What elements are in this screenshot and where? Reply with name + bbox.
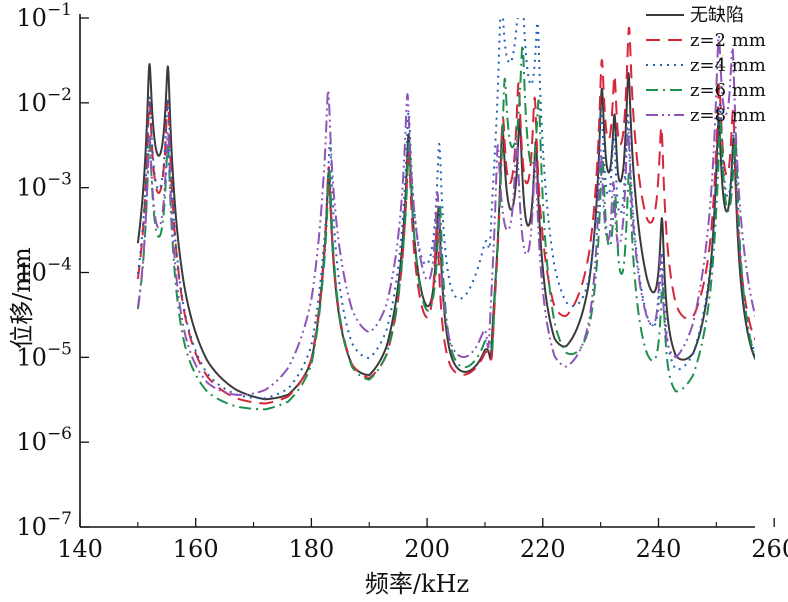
legend: 无缺陷 z=2 mm z=4 mm z=6 mm z=8 mm xyxy=(646,5,766,126)
x-tick-label: 140 xyxy=(57,535,103,563)
legend-label-1: 无缺陷 xyxy=(690,5,744,26)
legend-label-3: z=4 mm xyxy=(690,55,766,76)
x-tick-label: 180 xyxy=(288,535,334,563)
series-line-2 xyxy=(136,26,755,405)
y-tick-label: 10−2 xyxy=(16,85,72,117)
legend-label-4: z=6 mm xyxy=(690,80,766,101)
series-line-3 xyxy=(136,18,755,400)
series-line-1 xyxy=(136,63,755,401)
axes-layer: 140 160 180 200 220 240 260 10−7 10−6 10−5 10−4 10−… xyxy=(16,0,788,563)
y-tick-label: 10−3 xyxy=(16,170,72,202)
y-tick-label: 10−5 xyxy=(16,339,72,371)
y-tick-label: 10−7 xyxy=(16,509,72,541)
x-tick-label: 240 xyxy=(636,535,682,563)
legend-label-2: z=2 mm xyxy=(690,30,766,51)
x-tick-label: 200 xyxy=(404,535,450,563)
x-axis-title: 频率/kHz xyxy=(365,570,469,598)
x-tick-label: 260 xyxy=(751,535,788,563)
x-tick-label: 220 xyxy=(520,535,566,563)
y-tick-label: 10−1 xyxy=(16,0,72,32)
y-tick-label: 10−6 xyxy=(16,424,72,456)
y-axis-title: 位移/mm xyxy=(8,247,36,349)
series-layer xyxy=(136,18,755,411)
x-tick-label: 160 xyxy=(173,535,219,563)
series-line-4 xyxy=(136,43,755,411)
legend-label-5: z=8 mm xyxy=(690,105,766,126)
y-tick-label: 10−4 xyxy=(16,255,72,287)
series-line-5 xyxy=(136,34,755,396)
